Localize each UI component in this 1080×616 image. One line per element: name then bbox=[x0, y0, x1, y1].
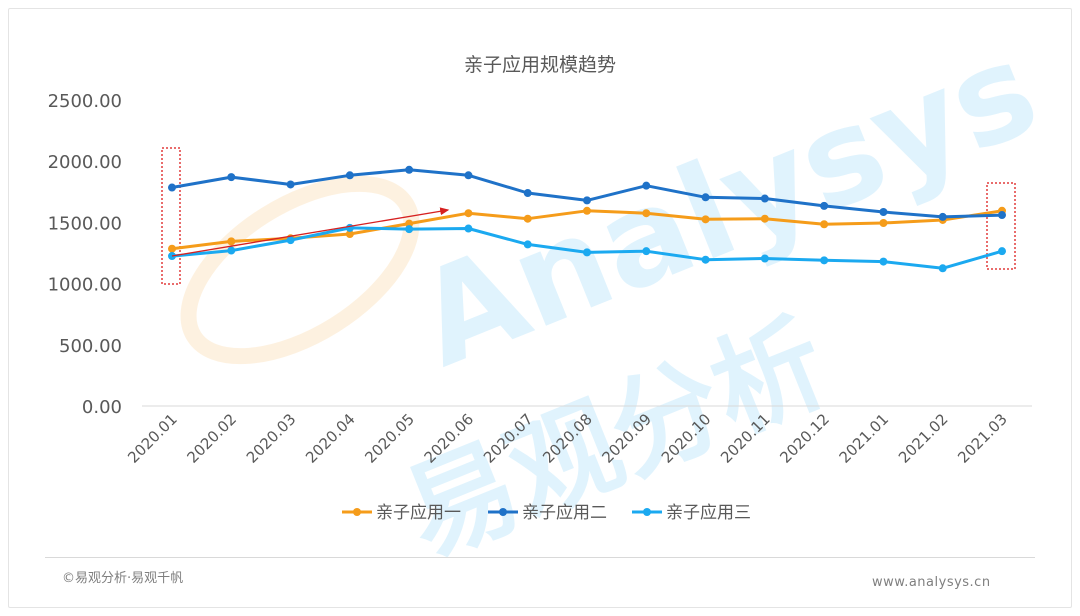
data-point bbox=[583, 206, 591, 215]
data-point bbox=[760, 214, 769, 223]
legend: 亲子应用一 亲子应用二 亲子应用三 bbox=[342, 503, 751, 523]
legend-item-1: 亲子应用一 bbox=[342, 503, 461, 523]
data-point bbox=[523, 240, 532, 249]
y-tick-label: 0.00 bbox=[82, 397, 122, 418]
data-point bbox=[464, 224, 473, 233]
data-point bbox=[642, 247, 651, 256]
x-tick-label: 2020.01 bbox=[124, 410, 181, 467]
legend-swatch-marker bbox=[499, 508, 507, 516]
legend-swatch-marker bbox=[353, 508, 361, 516]
y-tick-label: 2500.00 bbox=[48, 91, 122, 112]
data-point bbox=[820, 220, 829, 229]
x-tick-label: 2021.03 bbox=[954, 410, 1011, 467]
data-point bbox=[405, 225, 414, 234]
data-point bbox=[879, 219, 888, 228]
data-point bbox=[760, 254, 769, 263]
data-point bbox=[820, 256, 829, 265]
y-tick-label: 500.00 bbox=[59, 336, 122, 357]
x-tick-label: 2020.03 bbox=[243, 410, 300, 467]
x-tick-label: 2020.02 bbox=[184, 410, 241, 467]
data-point bbox=[760, 194, 769, 203]
trend-arrow bbox=[171, 207, 450, 257]
data-point bbox=[583, 196, 591, 205]
data-point bbox=[227, 237, 236, 246]
x-tick-label: 2021.02 bbox=[895, 410, 952, 467]
data-point bbox=[168, 244, 176, 253]
legend-swatch-marker bbox=[643, 508, 651, 516]
legend-label: 亲子应用二 bbox=[522, 503, 607, 523]
y-axis: 0.00 500.00 1000.00 1500.00 2000.00 2500.00 bbox=[48, 91, 122, 418]
legend-label: 亲子应用三 bbox=[666, 503, 751, 523]
data-point bbox=[938, 264, 947, 273]
data-point bbox=[701, 255, 710, 264]
data-point bbox=[345, 223, 354, 232]
data-point bbox=[701, 193, 710, 202]
data-point bbox=[464, 171, 473, 180]
legend-item-2: 亲子应用二 bbox=[488, 503, 607, 523]
legend-item-3: 亲子应用三 bbox=[632, 503, 751, 523]
chart-title: 亲子应用规模趋势 bbox=[463, 54, 616, 76]
data-point bbox=[820, 201, 829, 210]
data-point bbox=[168, 183, 176, 192]
data-point bbox=[523, 214, 532, 223]
data-point bbox=[345, 171, 354, 180]
site-url: www.analysys.cn bbox=[872, 575, 991, 590]
copyright-text: ©易观分析·易观千帆 bbox=[62, 571, 184, 586]
x-tick-label: 2020.04 bbox=[302, 410, 359, 467]
footer-divider bbox=[45, 557, 1035, 558]
highlight-box-start bbox=[161, 147, 181, 285]
data-point bbox=[523, 189, 532, 198]
data-point bbox=[701, 215, 710, 224]
data-point bbox=[405, 219, 414, 228]
chart-card bbox=[8, 8, 1072, 608]
data-point bbox=[227, 173, 236, 182]
y-tick-label: 1000.00 bbox=[48, 275, 122, 296]
y-tick-label: 2000.00 bbox=[48, 152, 122, 173]
data-point bbox=[998, 247, 1006, 256]
data-point bbox=[405, 165, 414, 174]
data-point bbox=[583, 248, 591, 257]
highlight-box-end bbox=[986, 182, 1016, 270]
watermark: Analysys 易观分析 bbox=[180, 12, 1057, 581]
data-point bbox=[642, 209, 651, 218]
data-point bbox=[879, 207, 888, 216]
data-point bbox=[227, 246, 236, 255]
data-point bbox=[879, 257, 888, 266]
legend-label: 亲子应用一 bbox=[376, 503, 461, 523]
data-point bbox=[286, 236, 295, 245]
data-point bbox=[168, 252, 176, 261]
data-point bbox=[464, 209, 473, 218]
data-point bbox=[998, 211, 1006, 220]
data-point bbox=[345, 230, 354, 239]
data-point bbox=[642, 181, 651, 190]
x-tick-label: 2021.01 bbox=[836, 410, 893, 467]
data-point bbox=[286, 180, 295, 189]
data-point bbox=[938, 212, 947, 221]
series-layer bbox=[168, 165, 1006, 273]
y-tick-label: 1500.00 bbox=[48, 213, 122, 234]
